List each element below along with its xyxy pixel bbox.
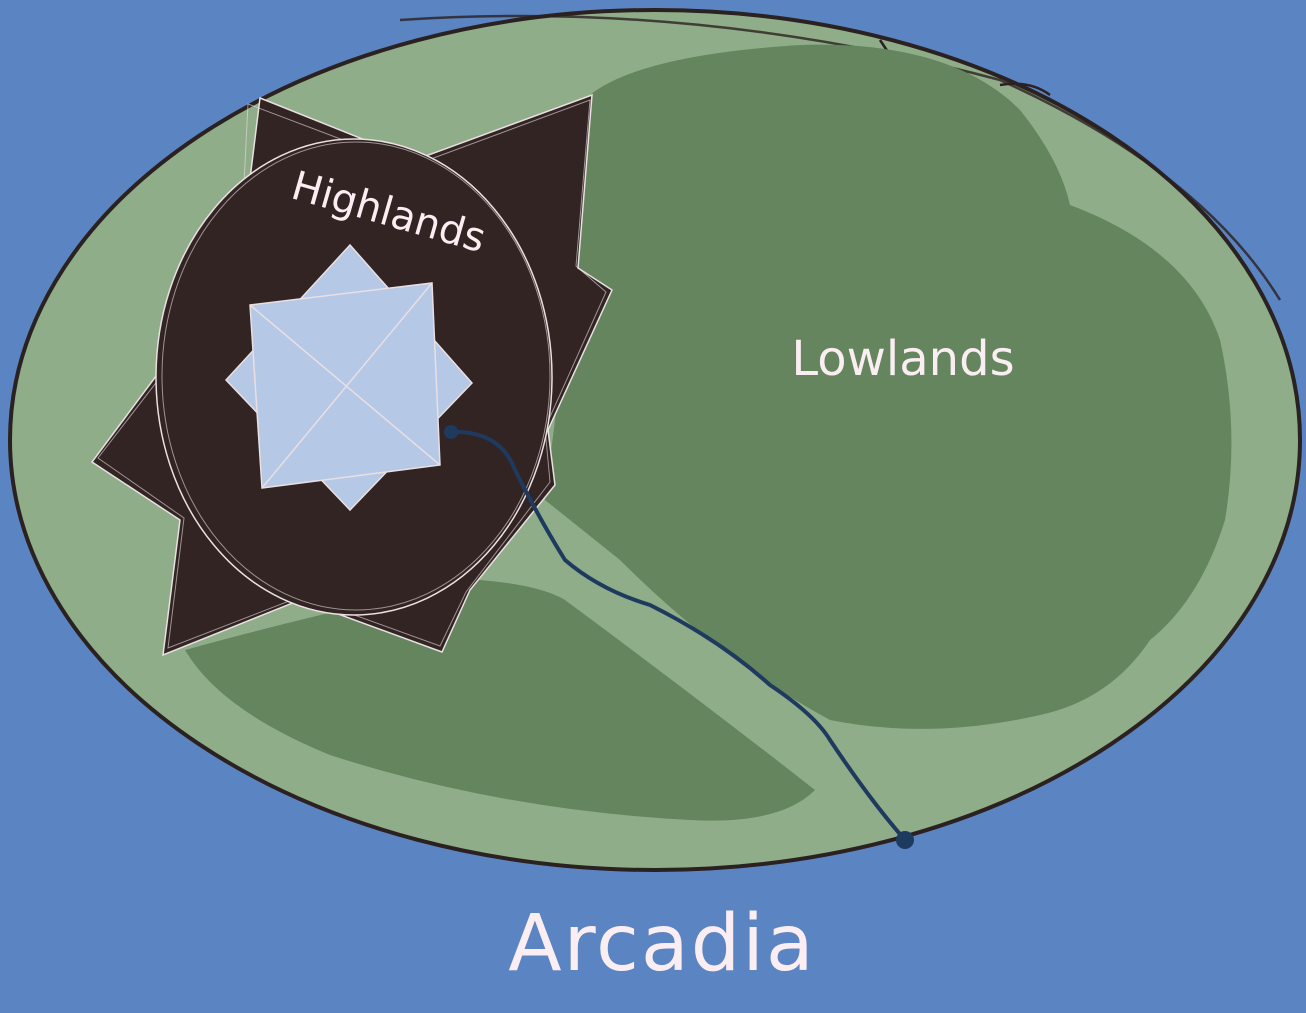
highlands-peak: [224, 243, 474, 512]
river-source: [444, 425, 458, 439]
lowlands-region: [545, 44, 1232, 729]
map-title: Arcadia: [508, 899, 815, 989]
river: [444, 425, 914, 849]
river-mouth: [896, 831, 914, 849]
lowlands-south-region: [185, 580, 815, 821]
lowlands-label: Lowlands: [791, 331, 1014, 387]
